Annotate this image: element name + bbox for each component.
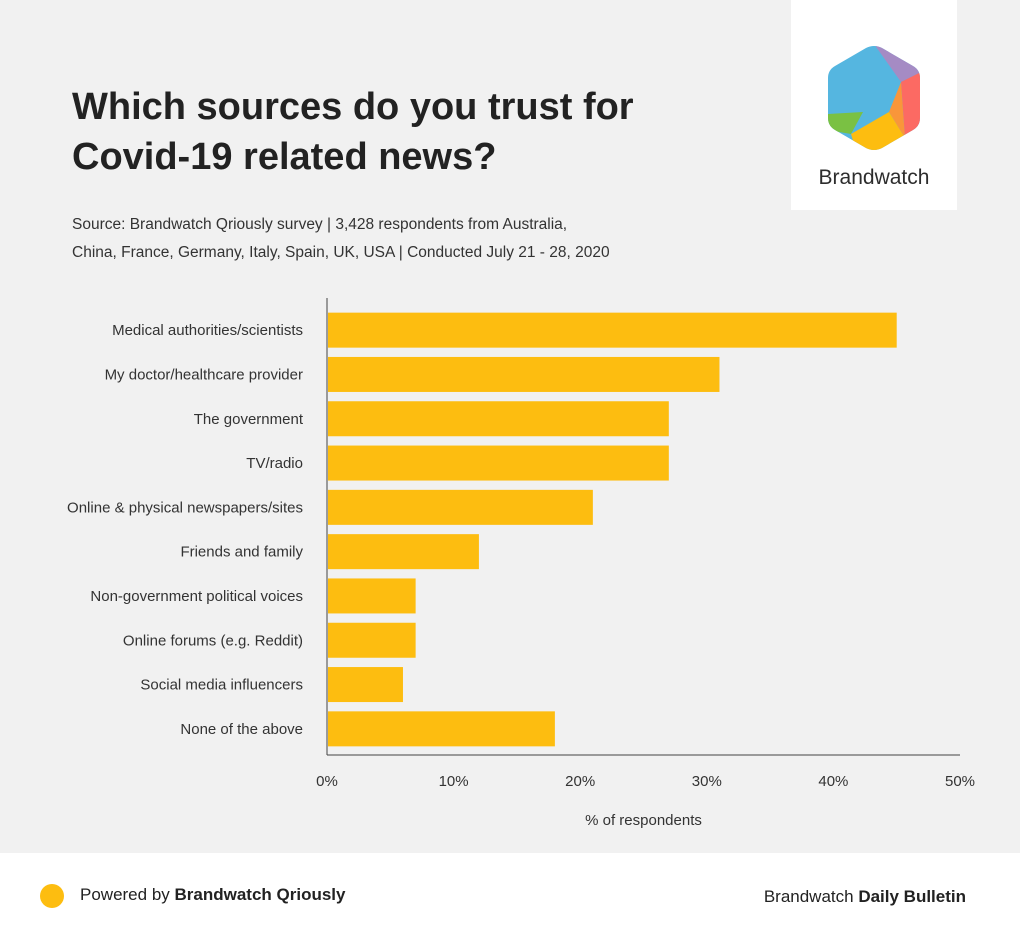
powered-by-prefix: Powered by [80, 885, 175, 904]
bar [328, 622, 416, 658]
bar [328, 711, 555, 747]
category-label: The government [194, 411, 304, 428]
bar [328, 534, 479, 570]
x-tick-label: 0% [316, 773, 338, 790]
chart-source-note: Source: Brandwatch Qriously survey | 3,4… [72, 211, 712, 267]
subtitle-line-2: China, France, Germany, Italy, Spain, UK… [72, 244, 610, 261]
bar [328, 312, 897, 348]
brand-wordmark: Brandwatch [818, 166, 930, 189]
category-label: Online & physical newspapers/sites [67, 499, 303, 516]
title-line-1: Which sources do you trust for [72, 86, 634, 128]
bar [328, 401, 669, 437]
x-axis-title: % of respondents [585, 812, 702, 829]
bar [328, 667, 403, 703]
bar [328, 445, 669, 481]
powered-by-text: Powered by Brandwatch Qriously [80, 885, 345, 905]
category-label: Friends and family [180, 544, 303, 561]
bulletin-prefix: Brandwatch [763, 887, 859, 906]
bulletin-brand: Daily Bulletin [858, 887, 966, 906]
footer-dot-icon [40, 884, 64, 908]
bar [328, 356, 720, 392]
x-tick-label: 30% [692, 773, 722, 790]
brandwatch-hexagon-icon [828, 46, 920, 150]
page-title: Which sources do you trust for Covid-19 … [72, 82, 772, 182]
category-label: Online forums (e.g. Reddit) [123, 632, 303, 649]
x-tick-label: 10% [439, 773, 469, 790]
category-label: None of the above [180, 721, 303, 738]
category-label: Non-government political voices [90, 588, 303, 605]
x-tick-label: 50% [945, 773, 975, 790]
category-label: Medical authorities/scientists [112, 322, 303, 339]
category-label: Social media influencers [140, 677, 303, 694]
powered-by-brand: Brandwatch Qriously [174, 885, 346, 904]
category-label: My doctor/healthcare provider [105, 366, 303, 383]
subtitle-line-1: Source: Brandwatch Qriously survey | 3,4… [72, 216, 568, 233]
brand-logo: Brandwatch [791, 0, 957, 210]
daily-bulletin-text: Brandwatch Daily Bulletin [764, 887, 966, 907]
x-tick-label: 20% [565, 773, 595, 790]
horizontal-bar-chart: Medical authorities/scientists My doctor/… [67, 298, 975, 829]
bar [328, 578, 416, 614]
bar [328, 489, 593, 525]
footer: Powered by Brandwatch Qriously Brandwatc… [0, 853, 1020, 935]
title-line-2: Covid-19 related news? [72, 136, 497, 178]
category-label: TV/radio [246, 455, 303, 472]
x-tick-label: 40% [818, 773, 848, 790]
